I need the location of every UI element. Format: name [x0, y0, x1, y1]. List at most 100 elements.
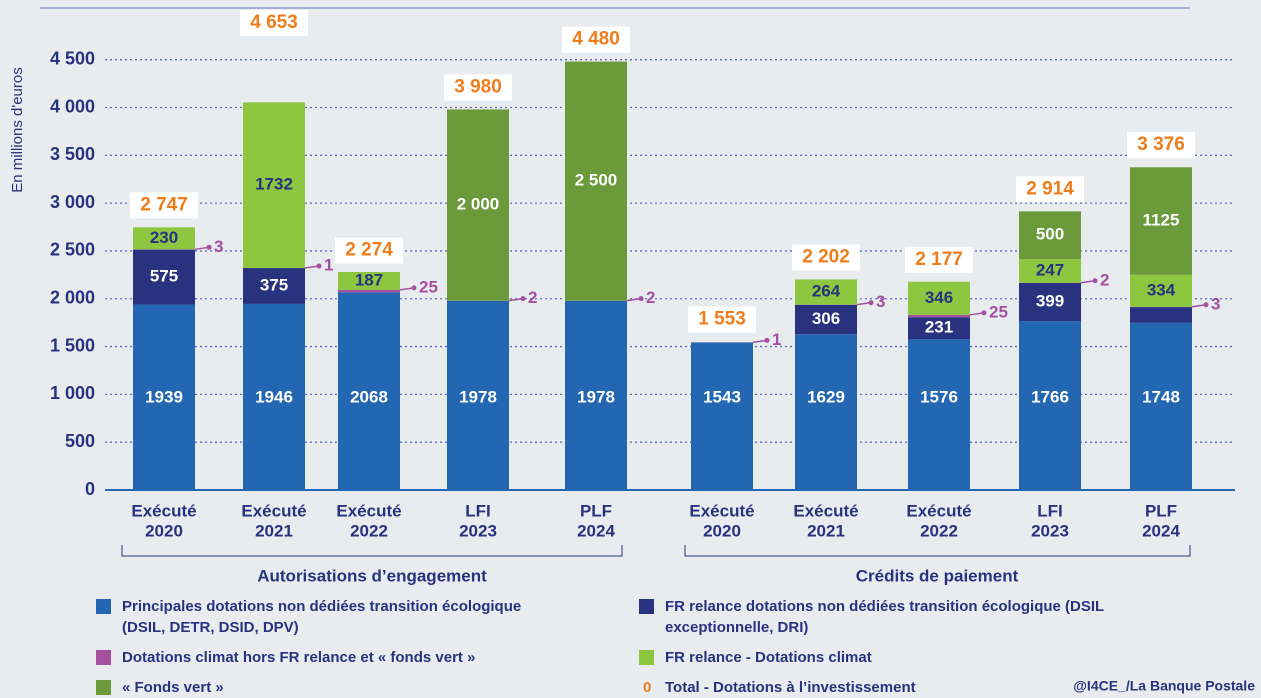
total-label-box: [905, 246, 973, 273]
bar-segment: [1130, 167, 1192, 275]
total-label: 2 747: [140, 194, 188, 215]
legend-text: FR relance dotations non dédiées transit…: [665, 598, 1104, 636]
data-label: 1939: [145, 387, 183, 406]
legend-item: FR relance - Dotations climat: [639, 647, 1085, 668]
x-tick-label: 2024: [577, 521, 615, 540]
total-label: 2 914: [1026, 178, 1074, 199]
legend-item: Principales dotations non dédiées transi…: [96, 596, 542, 638]
y-tick-label: 3 500: [50, 144, 95, 164]
bar-segment: [447, 300, 509, 490]
legend-swatch: [96, 650, 111, 665]
y-axis-label: En millions d'euros: [9, 67, 26, 192]
bar-segment: [338, 292, 400, 490]
bar-segment: [908, 281, 970, 315]
x-tick-label: LFI: [1037, 501, 1063, 520]
x-tick-label: 2022: [350, 521, 388, 540]
data-label: 187: [355, 270, 383, 289]
total-label: 3 980: [454, 76, 502, 97]
bar-segment: [338, 289, 400, 293]
data-label: 306: [812, 309, 840, 328]
y-tick-label: 2 000: [50, 288, 95, 308]
data-label: 346: [925, 288, 953, 307]
data-label: 1125: [1143, 211, 1180, 230]
y-tick-label: 500: [65, 431, 95, 451]
bar-segment: [133, 227, 195, 250]
bar-segment: [565, 61, 627, 301]
data-label: 3: [214, 237, 223, 256]
data-label: 1: [772, 330, 781, 349]
label-dot: [868, 300, 874, 306]
x-tick-label: Exécuté: [689, 501, 754, 520]
total-label: 2 177: [915, 249, 963, 270]
data-label: 1732: [255, 175, 293, 194]
x-tick-label: 2020: [703, 521, 741, 540]
y-tick-label: 2 500: [50, 240, 95, 260]
data-label: 1946: [255, 387, 293, 406]
total-label: 2 202: [802, 246, 850, 267]
bar-segment: [795, 304, 857, 335]
bar-segment: [795, 334, 857, 490]
legend-swatch: [639, 650, 654, 665]
group-label: Crédits de paiement: [856, 566, 1019, 585]
data-label: 25: [419, 277, 438, 296]
group-bracket: [121, 545, 623, 557]
label-dot: [520, 296, 526, 302]
data-label: 247: [1036, 260, 1064, 279]
bar-segment: [1019, 211, 1081, 260]
label-dot: [1203, 302, 1209, 308]
total-label-box: [130, 192, 198, 219]
data-label: 2 000: [457, 195, 500, 214]
total-label: 4 480: [572, 29, 620, 50]
y-tick-label: 0: [85, 479, 95, 499]
data-label: 230: [150, 228, 178, 247]
data-label: 2 500: [575, 171, 618, 190]
legend-swatch: 0: [643, 679, 652, 696]
x-tick-label: 2023: [1031, 521, 1069, 540]
data-label: 2: [528, 288, 537, 307]
data-label: 1629: [807, 387, 845, 406]
bar-segment: [691, 342, 753, 490]
bar-segment: [1130, 274, 1192, 307]
data-label: 1978: [577, 387, 615, 406]
data-label: 1576: [920, 387, 958, 406]
x-tick-label: Exécuté: [131, 501, 196, 520]
bar-segment: [1019, 259, 1081, 283]
legend-text: Dotations climat hors FR relance et « fo…: [122, 649, 476, 666]
bar-segment: [1019, 282, 1081, 322]
label-dot: [411, 285, 417, 291]
label-dot: [206, 244, 212, 250]
total-label-box: [688, 306, 756, 333]
total-label-box: [562, 26, 630, 53]
label-dot: [981, 310, 987, 316]
y-tick-label: 4 000: [50, 96, 95, 116]
bar-segment: [1130, 322, 1192, 490]
total-label-box: [1016, 176, 1084, 203]
legend-text: Total - Dotations à l’investissement: [665, 679, 916, 696]
y-tick-label: 4 500: [50, 48, 95, 68]
bar-segment: [1130, 307, 1192, 323]
bar-segment: [133, 249, 195, 305]
data-label: 25: [989, 302, 1008, 321]
bar-segment: [243, 303, 305, 490]
data-label: 1: [324, 255, 333, 274]
bar-segment: [565, 300, 627, 490]
legend-item: Dotations climat hors FR relance et « fo…: [96, 647, 542, 668]
bar-segment: [243, 268, 305, 304]
y-tick-label: 1 000: [50, 383, 95, 403]
bar-segment: [243, 102, 305, 268]
legend-text: FR relance - Dotations climat: [665, 649, 872, 666]
bar-segment: [908, 317, 970, 340]
bar-segment: [338, 271, 400, 290]
data-label: 375: [260, 275, 288, 294]
bar-segment: [133, 304, 195, 490]
data-label: 3: [876, 292, 885, 311]
data-label: 1978: [459, 387, 497, 406]
legend-swatch: [96, 599, 111, 614]
legend-text: « Fonds vert »: [122, 679, 224, 696]
x-tick-label: Exécuté: [906, 501, 971, 520]
data-label: 231: [925, 318, 953, 337]
total-label-box: [444, 74, 512, 101]
data-label: 399: [1036, 292, 1064, 311]
